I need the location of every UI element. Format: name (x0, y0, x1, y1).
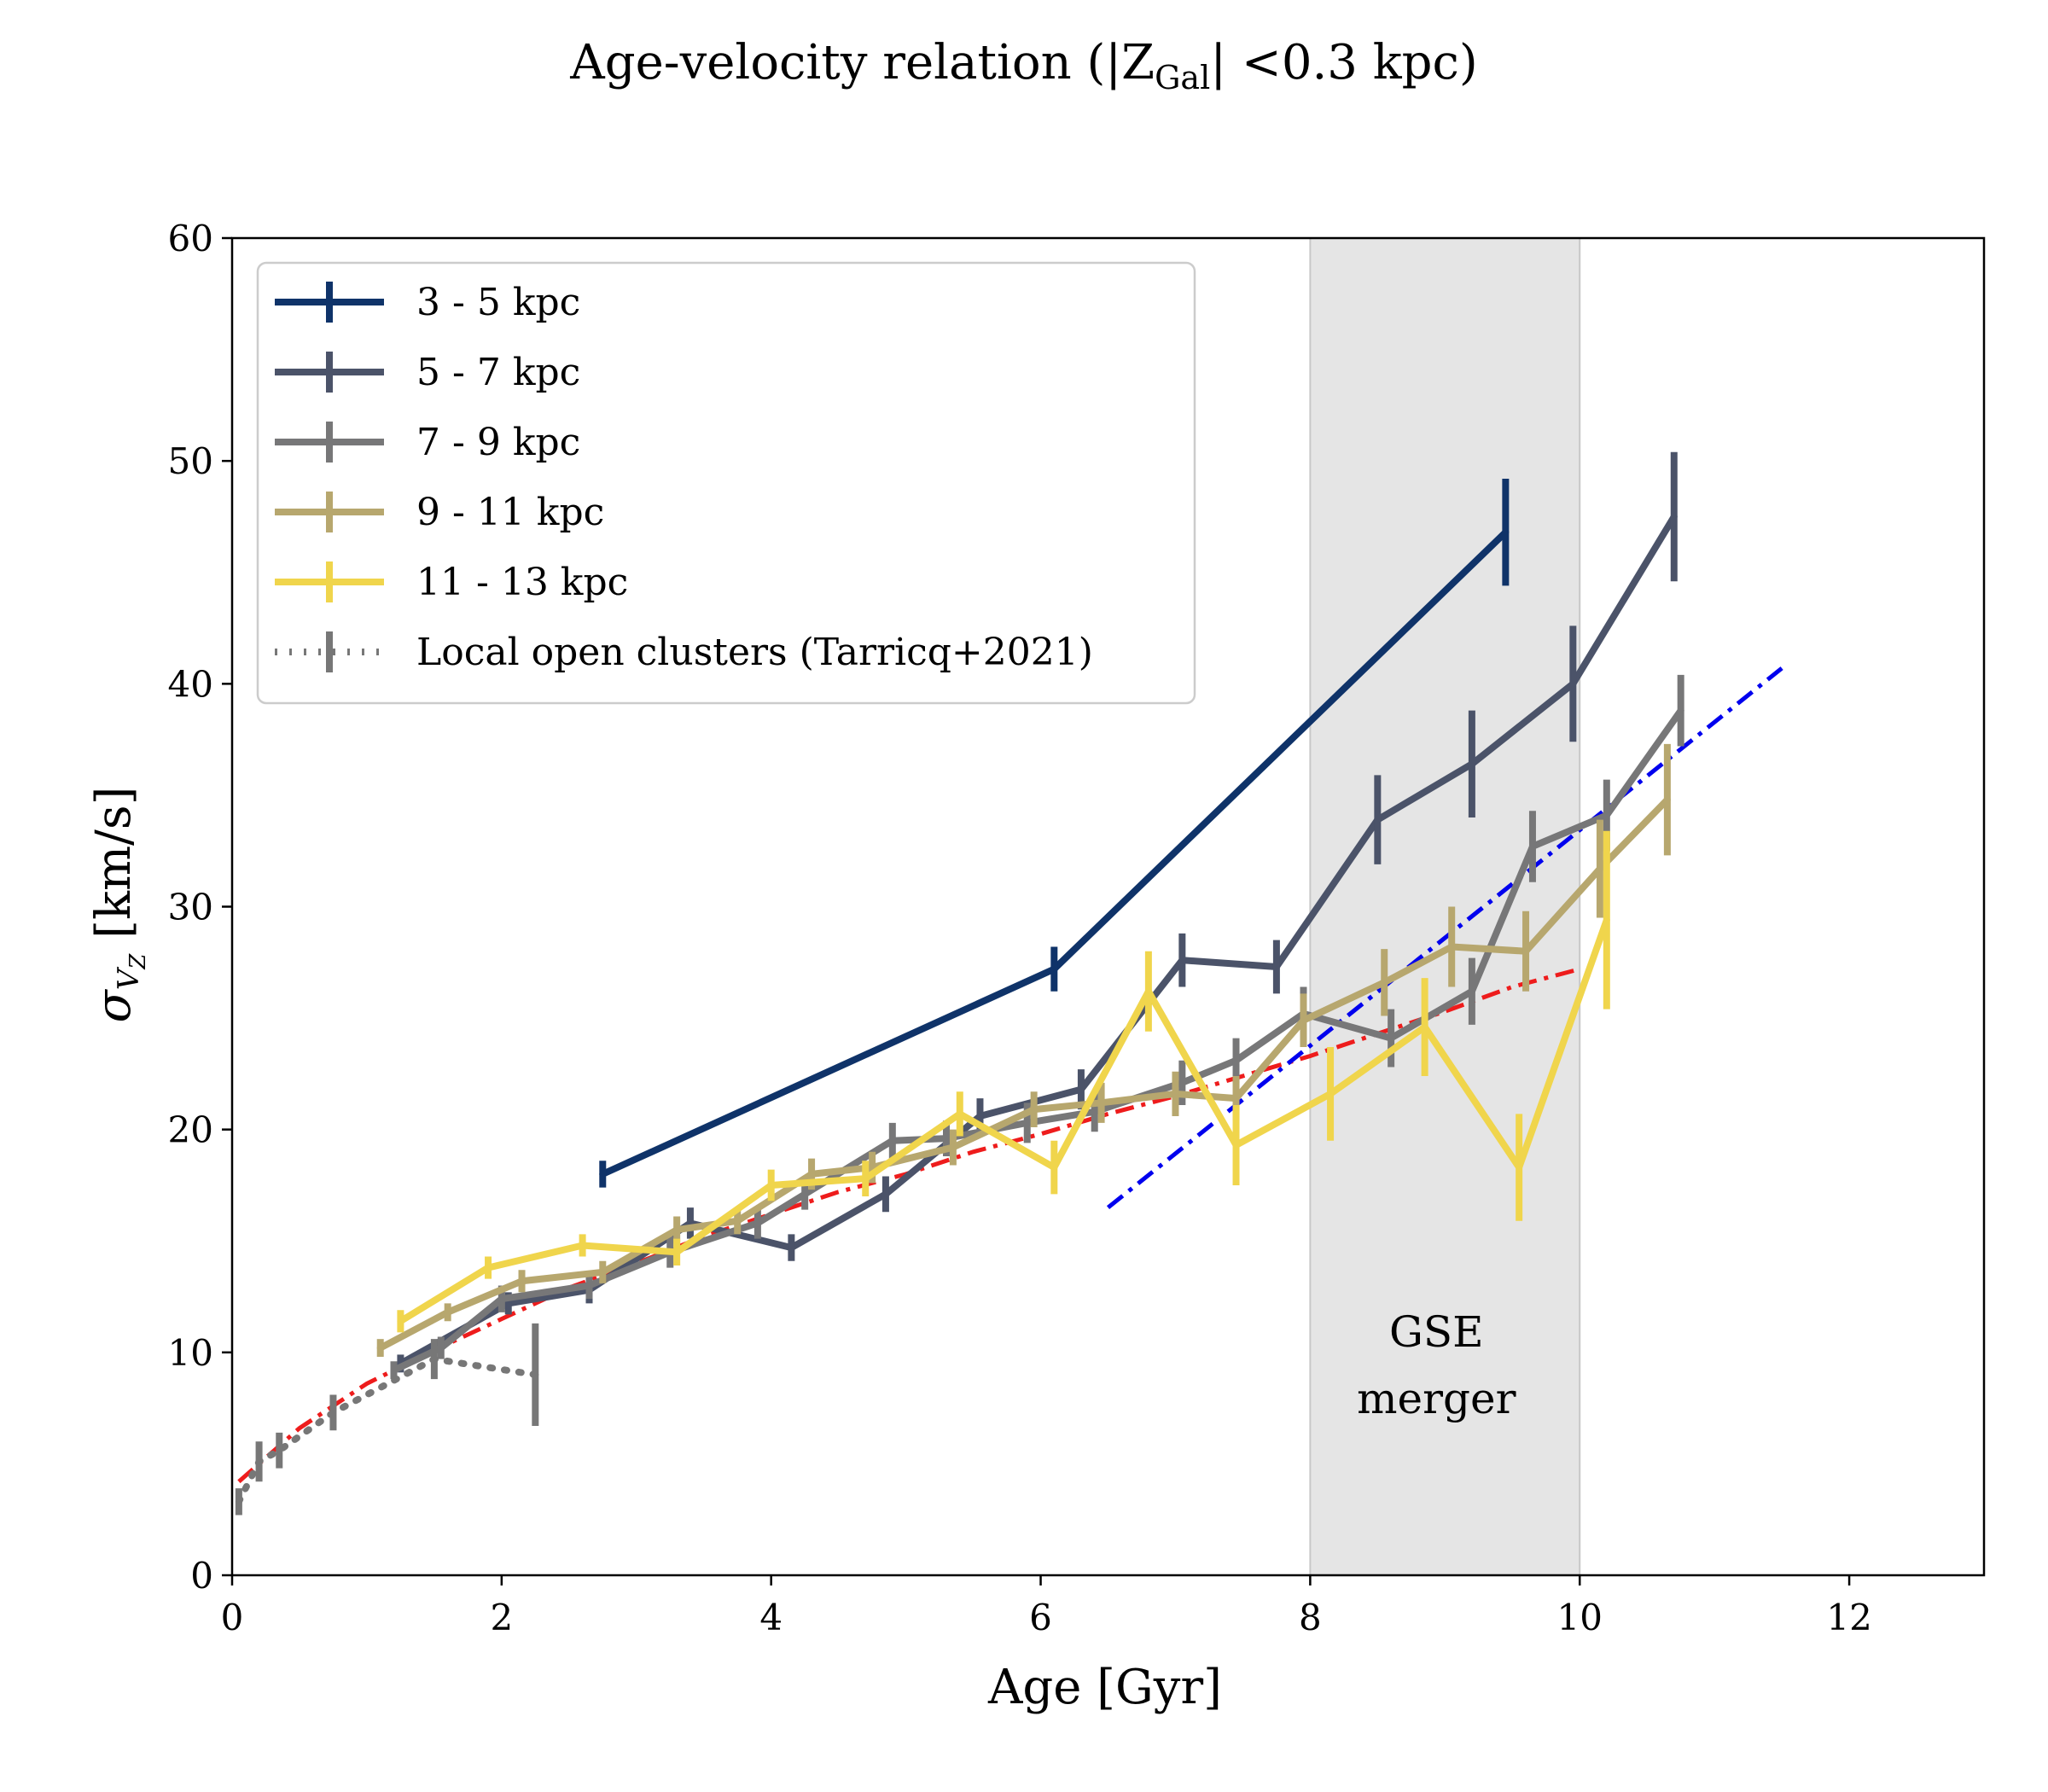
y-axis-label: σVZ [km/s] (86, 786, 151, 1022)
y-axis-label-subscript: V (112, 966, 146, 990)
gse-merger-region (1309, 237, 1581, 1576)
series-5 (235, 1323, 539, 1516)
series-line (235, 1355, 539, 1505)
y-tick-label: 40 (168, 663, 213, 705)
chart-title: Age-velocity relation (|ZGal| <0.3 kpc) (569, 35, 1477, 96)
legend-box (256, 261, 1196, 705)
series-0 (599, 479, 1510, 1188)
legend-entry: 5 - 7 kpc (275, 351, 580, 394)
y-axis-label-subsubscript: Z (125, 953, 151, 970)
chart-title-tail: | <0.3 kpc) (1210, 35, 1477, 90)
legend-entry: 9 - 11 kpc (275, 491, 604, 534)
y-tick-label: 50 (168, 440, 213, 482)
series-4 (397, 830, 1610, 1333)
series-line (397, 916, 1610, 1325)
legend-entry: 7 - 9 kpc (275, 421, 580, 464)
legend-label: Local open clusters (Tarricq+2021) (416, 631, 1093, 674)
x-tick-label: 10 (1557, 1597, 1603, 1638)
legend-label: 7 - 9 kpc (416, 421, 580, 464)
x-tick-label: 4 (759, 1597, 783, 1638)
y-tick-label: 30 (168, 887, 213, 928)
x-tick-label: 0 (221, 1597, 244, 1638)
gse-merger-label-line: merger (1357, 1374, 1516, 1423)
gse-merger-label-line: GSE (1389, 1307, 1484, 1357)
legend-entry: 3 - 5 kpc (275, 281, 580, 324)
x-tick-label: 8 (1299, 1597, 1322, 1638)
x-tick-label: 6 (1029, 1597, 1052, 1638)
legend-entry: Local open clusters (Tarricq+2021) (275, 631, 1093, 674)
x-tick-label: 12 (1826, 1597, 1871, 1638)
y-tick-label: 60 (168, 218, 213, 259)
y-tick-label: 20 (168, 1109, 213, 1151)
legend-label: 5 - 7 kpc (416, 351, 580, 394)
y-axis-label-tail: [km/s] (86, 786, 142, 953)
x-tick-label: 2 (490, 1597, 513, 1638)
legend-entry: 11 - 13 kpc (275, 561, 628, 604)
legend-label: 3 - 5 kpc (416, 281, 580, 324)
x-axis-label: Age [Gyr] (987, 1660, 1222, 1715)
y-tick-label: 0 (190, 1555, 213, 1597)
chart-title-subscript: Gal (1155, 59, 1210, 96)
y-tick-label: 10 (168, 1332, 213, 1374)
legend-label: 11 - 13 kpc (416, 561, 628, 604)
legend-label: 9 - 11 kpc (416, 491, 604, 534)
